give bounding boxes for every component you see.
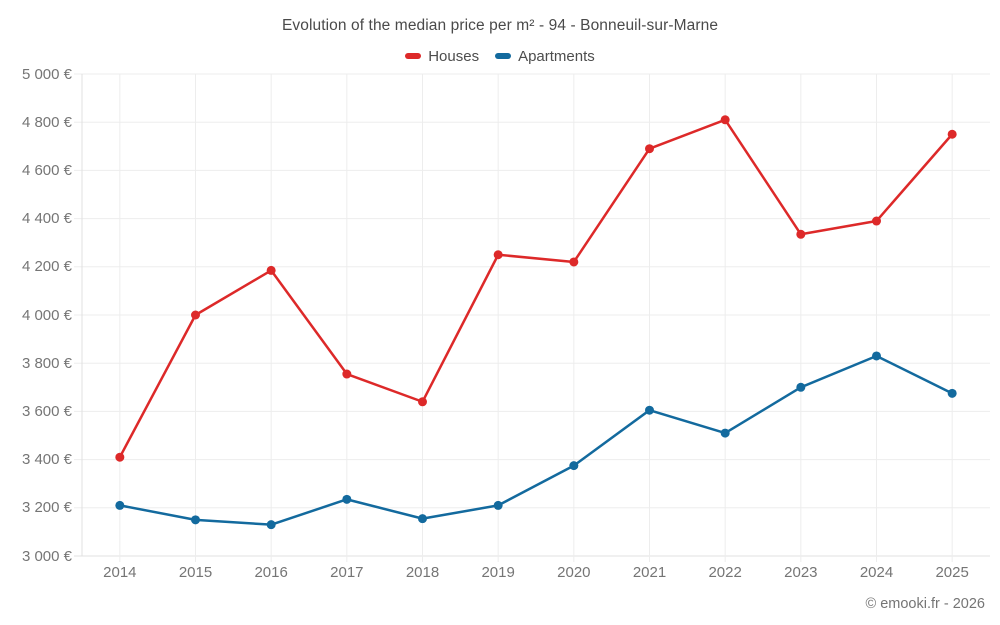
data-point-houses-2015[interactable] bbox=[191, 310, 200, 320]
y-axis-label: 4 600 € bbox=[21, 161, 72, 179]
data-point-apartments-2019[interactable] bbox=[493, 500, 503, 510]
line-chart-svg bbox=[74, 73, 990, 562]
data-point-apartments-2021[interactable] bbox=[645, 405, 654, 415]
y-axis-label: 4 400 € bbox=[21, 210, 72, 228]
apartments-series-swatch bbox=[495, 53, 512, 59]
x-axis-label: 2022 bbox=[708, 564, 742, 581]
x-axis-label: 2020 bbox=[557, 564, 591, 581]
y-axis-label: 5 000 € bbox=[21, 65, 72, 83]
x-axis-label: 2023 bbox=[784, 564, 818, 581]
y-axis-label: 4 200 € bbox=[21, 258, 72, 276]
x-axis-label: 2018 bbox=[405, 564, 440, 581]
x-axis-label: 2015 bbox=[178, 564, 213, 581]
y-axis-label: 3 000 € bbox=[21, 547, 72, 565]
x-axis-label: 2024 bbox=[859, 564, 894, 581]
data-point-houses-2014[interactable] bbox=[115, 452, 125, 462]
data-point-apartments-2023[interactable] bbox=[796, 382, 806, 392]
legend-label-houses: Houses bbox=[428, 47, 480, 65]
plot-area bbox=[74, 73, 990, 562]
x-axis-label: 2014 bbox=[103, 564, 137, 581]
data-point-houses-2019[interactable] bbox=[493, 250, 503, 260]
houses-series-swatch bbox=[405, 53, 422, 59]
data-point-houses-2025[interactable] bbox=[947, 129, 957, 139]
data-point-apartments-2025[interactable] bbox=[947, 388, 957, 398]
legend-item-houses[interactable]: Houses bbox=[405, 48, 479, 65]
data-point-apartments-2024[interactable] bbox=[872, 351, 881, 361]
y-axis-label: 3 200 € bbox=[21, 499, 72, 517]
data-point-apartments-2015[interactable] bbox=[191, 515, 200, 525]
y-axis-label: 4 800 € bbox=[21, 113, 72, 131]
data-point-houses-2016[interactable] bbox=[266, 265, 276, 275]
data-point-apartments-2022[interactable] bbox=[720, 428, 730, 438]
x-axis-label: 2025 bbox=[935, 564, 969, 581]
data-point-apartments-2018[interactable] bbox=[418, 514, 427, 524]
data-point-apartments-2020[interactable] bbox=[569, 461, 579, 471]
data-point-houses-2022[interactable] bbox=[720, 115, 730, 125]
x-axis-label: 2021 bbox=[632, 564, 667, 581]
chart-title: Evolution of the median price per m² - 9… bbox=[281, 17, 719, 34]
data-point-houses-2024[interactable] bbox=[872, 216, 881, 226]
x-axis-label: 2019 bbox=[481, 564, 515, 581]
y-axis-label: 3 800 € bbox=[21, 354, 72, 372]
data-point-houses-2021[interactable] bbox=[645, 144, 654, 154]
y-axis-label: 3 600 € bbox=[21, 402, 72, 420]
legend: Houses Apartments bbox=[0, 46, 1000, 66]
copyright: © emooki.fr - 2026 bbox=[865, 596, 985, 612]
data-point-apartments-2016[interactable] bbox=[266, 520, 276, 530]
data-point-houses-2018[interactable] bbox=[418, 397, 427, 407]
legend-label-apartments: Apartments bbox=[518, 47, 595, 65]
legend-item-apartments[interactable]: Apartments bbox=[495, 48, 595, 65]
y-axis-label: 4 000 € bbox=[21, 306, 72, 324]
data-point-apartments-2017[interactable] bbox=[342, 494, 352, 504]
x-axis-label: 2017 bbox=[330, 564, 364, 581]
y-axis-label: 3 400 € bbox=[21, 451, 72, 469]
data-point-houses-2023[interactable] bbox=[796, 229, 806, 239]
data-point-apartments-2014[interactable] bbox=[115, 500, 125, 510]
data-point-houses-2020[interactable] bbox=[569, 257, 579, 267]
x-axis-label: 2016 bbox=[254, 564, 288, 581]
data-point-houses-2017[interactable] bbox=[342, 369, 352, 379]
